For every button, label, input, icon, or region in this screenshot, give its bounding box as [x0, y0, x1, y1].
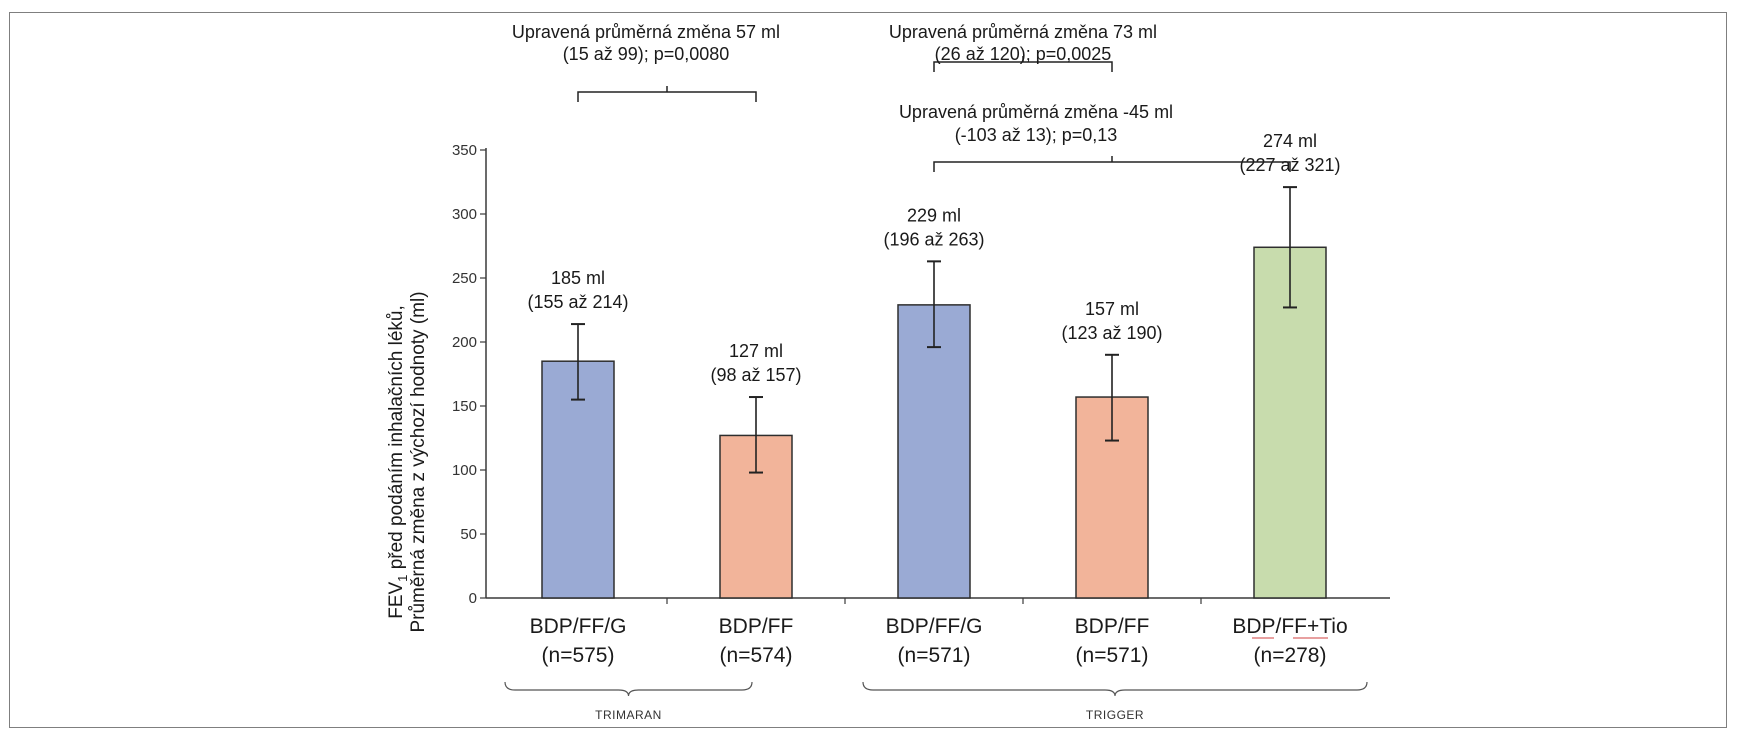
y-axis-label-line2: Průměrná změna z výchozí hodnoty (ml) [408, 291, 429, 632]
comparison-label: Upravená průměrná změna -45 ml [899, 102, 1173, 122]
comparison-ci-label: (15 až 99); p=0,0080 [563, 44, 730, 64]
error-bars [571, 186, 1297, 474]
group-braces: TRIMARAN TRIGGER [504, 681, 1368, 722]
bar-value-label: 229 ml [907, 205, 961, 225]
y-tick-label: 150 [452, 398, 477, 415]
group-brace [504, 681, 753, 697]
y-axis-label-fev: FEV [386, 581, 407, 618]
category-n-label: (n=278) [1254, 644, 1327, 667]
category-n-label: (n=574) [720, 644, 793, 667]
comparison-bracket [933, 161, 1291, 172]
y-axis-label-line1: FEV1 před podáním inhalačních léků, [386, 305, 410, 619]
comparison-bracket [577, 91, 757, 102]
comparison-brackets: Upravená průměrná změna 57 ml(15 až 99);… [512, 22, 1291, 172]
bar-ci-label: (98 až 157) [710, 365, 801, 385]
category-name-label: BDP/FF/G [530, 615, 627, 638]
category-n-label: (n=571) [898, 644, 971, 667]
y-tick-label: 200 [452, 334, 477, 351]
group-label: TRIMARAN [595, 708, 662, 722]
bar-labels: 185 ml (155 až 214) 127 ml (98 až 157) 229 m… [527, 131, 1340, 385]
category-name-label: BDP/FF/G [886, 615, 983, 638]
y-tick-label: 350 [452, 142, 477, 159]
y-axis-label: FEV1 před podáním inhalačních léků, Prům… [386, 291, 429, 632]
y-axis-label-rest: před podáním inhalačních léků, [386, 305, 407, 574]
bar [541, 360, 615, 599]
bar-value-label: 157 ml [1085, 299, 1139, 319]
bar-ci-label: (155 až 214) [527, 292, 628, 312]
bar-value-label: 185 ml [551, 268, 605, 288]
category-name-label: BDP/FF+Tio [1232, 615, 1347, 638]
group-brace [862, 681, 1368, 697]
comparison-label: Upravená průměrná změna 57 ml [512, 22, 780, 42]
y-tick-label: 50 [460, 526, 477, 543]
bar-ci-label: (196 až 263) [883, 229, 984, 249]
bar-value-label: 274 ml [1263, 131, 1317, 151]
category-n-label: (n=571) [1076, 644, 1149, 667]
bar [897, 304, 971, 599]
category-n-label: (n=575) [542, 644, 615, 667]
category-name-label: BDP/FF [719, 615, 794, 638]
bar-ci-label: (123 až 190) [1061, 323, 1162, 343]
comparison-ci-label: (26 až 120); p=0,0025 [935, 44, 1112, 64]
y-tick-label: 300 [452, 206, 477, 223]
chart-frame [9, 12, 1727, 728]
category-labels: BDP/FF/G (n=575) BDP/FF (n=574) BDP/FF/G (n=5… [530, 615, 1348, 667]
category-name-label: BDP/FF [1075, 615, 1150, 638]
y-tick-label: 0 [469, 590, 477, 607]
y-tick-label: 250 [452, 270, 477, 287]
bar-value-label: 127 ml [729, 341, 783, 361]
comparison-label: Upravená průměrná změna 73 ml [889, 22, 1157, 42]
y-axis-label-sub: 1 [395, 575, 410, 582]
group-label: TRIGGER [1086, 708, 1144, 722]
y-tick-label: 100 [452, 462, 477, 479]
comparison-ci-label: (-103 až 13); p=0,13 [955, 125, 1118, 145]
